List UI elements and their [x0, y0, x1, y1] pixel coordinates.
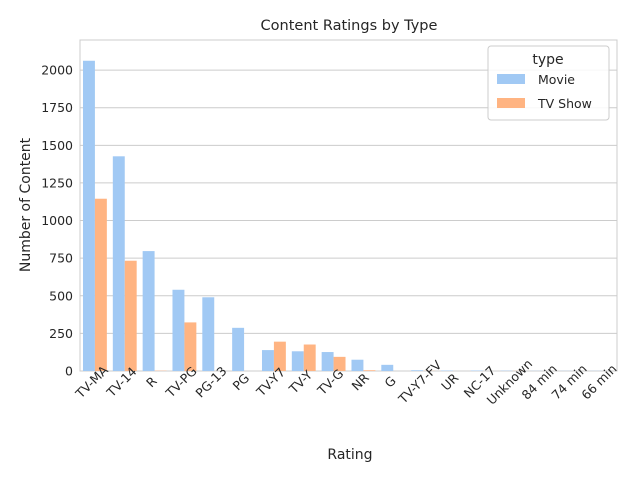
chart-title: Content Ratings by Type: [261, 18, 438, 34]
bar-movie: [291, 351, 304, 371]
bar-movie: [381, 364, 394, 371]
x-tick-label: PG: [230, 370, 253, 393]
bar-tv-show: [303, 344, 316, 371]
bar-movie: [82, 60, 95, 371]
bar-tv-show: [363, 370, 376, 371]
y-tick-label: 250: [49, 326, 73, 341]
bar-movie: [321, 352, 334, 371]
x-tick-label: NR: [349, 370, 373, 394]
y-tick-label: 0: [65, 364, 73, 379]
bar-tv-show: [124, 260, 137, 371]
bar-movie: [411, 370, 424, 371]
y-tick-label: 1750: [41, 100, 73, 115]
x-tick-label: TV-Y: [285, 367, 315, 397]
legend-label-tv-show: TV Show: [537, 96, 592, 111]
y-tick-label: 750: [49, 251, 73, 266]
bar-movie: [172, 289, 185, 371]
bar-movie: [351, 359, 364, 371]
legend: type Movie TV Show: [487, 45, 610, 121]
x-axis-label: Rating: [327, 447, 372, 463]
x-tick-label: G: [381, 373, 398, 390]
y-tick-label: 1000: [41, 213, 73, 228]
x-tick-label: UR: [438, 370, 461, 393]
y-tick-labels: 0 250 500 750 1000 1250 1500 1750 2000: [41, 63, 73, 379]
legend-label-movie: Movie: [538, 72, 575, 87]
x-tick-label: R: [143, 373, 160, 390]
legend-swatch-movie: [497, 74, 525, 84]
y-tick-label: 500: [49, 288, 73, 303]
bar-movie: [112, 156, 125, 371]
y-tick-label: 1250: [41, 175, 73, 190]
bar-movie: [202, 297, 215, 371]
bar-tv-show: [94, 198, 107, 371]
bar-tv-show: [333, 356, 346, 371]
y-tick-label: 2000: [41, 63, 73, 78]
legend-swatch-tv-show: [497, 98, 525, 108]
bar-movie: [232, 327, 245, 371]
y-tick-label: 1500: [41, 138, 73, 153]
legend-title: type: [532, 52, 563, 68]
bar-movie: [142, 251, 155, 371]
bars: [82, 60, 603, 371]
bar-movie: [261, 350, 274, 371]
bar-tv-show: [184, 322, 197, 371]
bar-tv-show: [273, 341, 286, 371]
y-axis-label: Number of Content: [18, 137, 34, 272]
